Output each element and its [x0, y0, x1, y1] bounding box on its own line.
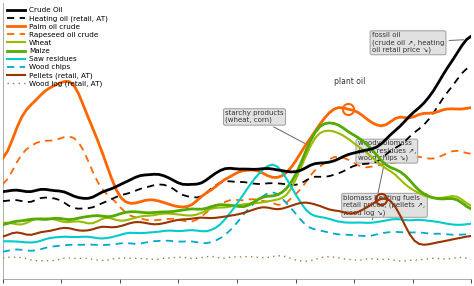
- Text: biomass heating fuels
retail prices, (pellets ↗,
wood log ↘): biomass heating fuels retail prices, (pe…: [344, 194, 426, 216]
- Legend: Crude Oil, Heating oil (retail, AT), Palm oil crude, Rapeseed oil crude, Wheat, : Crude Oil, Heating oil (retail, AT), Pal…: [6, 6, 109, 88]
- Text: starchy products
(wheat, corn): starchy products (wheat, corn): [225, 110, 308, 145]
- Text: woody biomass
(saw residues ↗,
wood chips ↘): woody biomass (saw residues ↗, wood chip…: [358, 140, 416, 220]
- Text: plant oil: plant oil: [334, 77, 365, 86]
- Text: fossil oil
(crude oil ↗, heating
oil retail price ↘): fossil oil (crude oil ↗, heating oil ret…: [372, 32, 464, 53]
